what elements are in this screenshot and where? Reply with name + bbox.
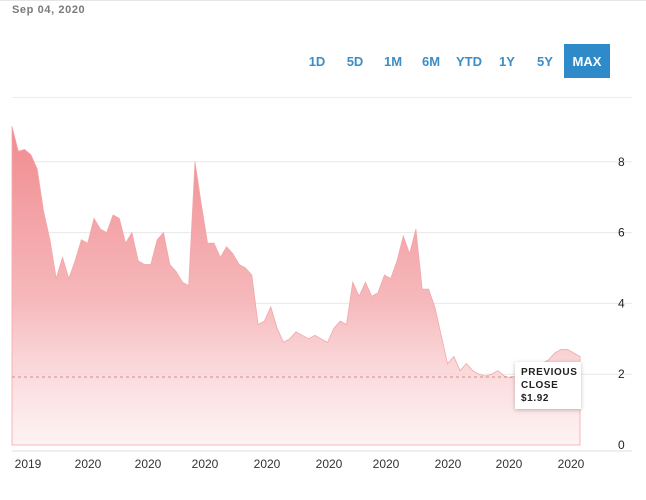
tooltip-label-line2: CLOSE (521, 380, 559, 391)
x-tick-label: 2020 (373, 457, 400, 471)
range-5y-button[interactable]: 5Y (537, 53, 553, 69)
y-tick-label: 4 (618, 296, 625, 310)
time-range-selector: 1D 5D 1M 6M YTD 1Y 5Y MAX (298, 44, 610, 78)
x-tick-label: 2020 (496, 457, 523, 471)
price-area-series (11, 126, 581, 446)
x-tick-label: 2020 (558, 457, 585, 471)
x-tick-label: 2020 (192, 457, 219, 471)
top-border (0, 0, 646, 1)
y-tick-label: 2 (618, 367, 625, 381)
range-1y-button[interactable]: 1Y (499, 53, 515, 69)
tooltip-value: $1.92 (521, 393, 550, 404)
previous-close-tooltip: PREVIOUS CLOSE $1.92 (515, 362, 581, 409)
range-1d-button[interactable]: 1D (308, 53, 326, 69)
chart-date: Sep 04, 2020 (12, 4, 86, 16)
y-tick-label: 8 (618, 155, 625, 169)
range-ytd-button[interactable]: YTD (456, 53, 482, 69)
y-tick-label: 0 (618, 438, 625, 452)
x-tick-label: 2020 (135, 457, 162, 471)
x-tick-label: 2020 (316, 457, 343, 471)
x-tick-label: 2020 (254, 457, 281, 471)
x-tick-label: 2020 (75, 457, 102, 471)
x-tick-label: 2019 (15, 457, 42, 471)
range-max-button[interactable]: MAX (564, 44, 610, 78)
x-tick-label: 2020 (435, 457, 462, 471)
y-tick-label: 6 (618, 226, 625, 240)
range-5d-button[interactable]: 5D (346, 53, 364, 69)
tooltip-label-line1: PREVIOUS (521, 367, 578, 378)
header-divider (12, 97, 632, 98)
range-1m-button[interactable]: 1M (383, 53, 403, 69)
range-6m-button[interactable]: 6M (421, 53, 441, 69)
